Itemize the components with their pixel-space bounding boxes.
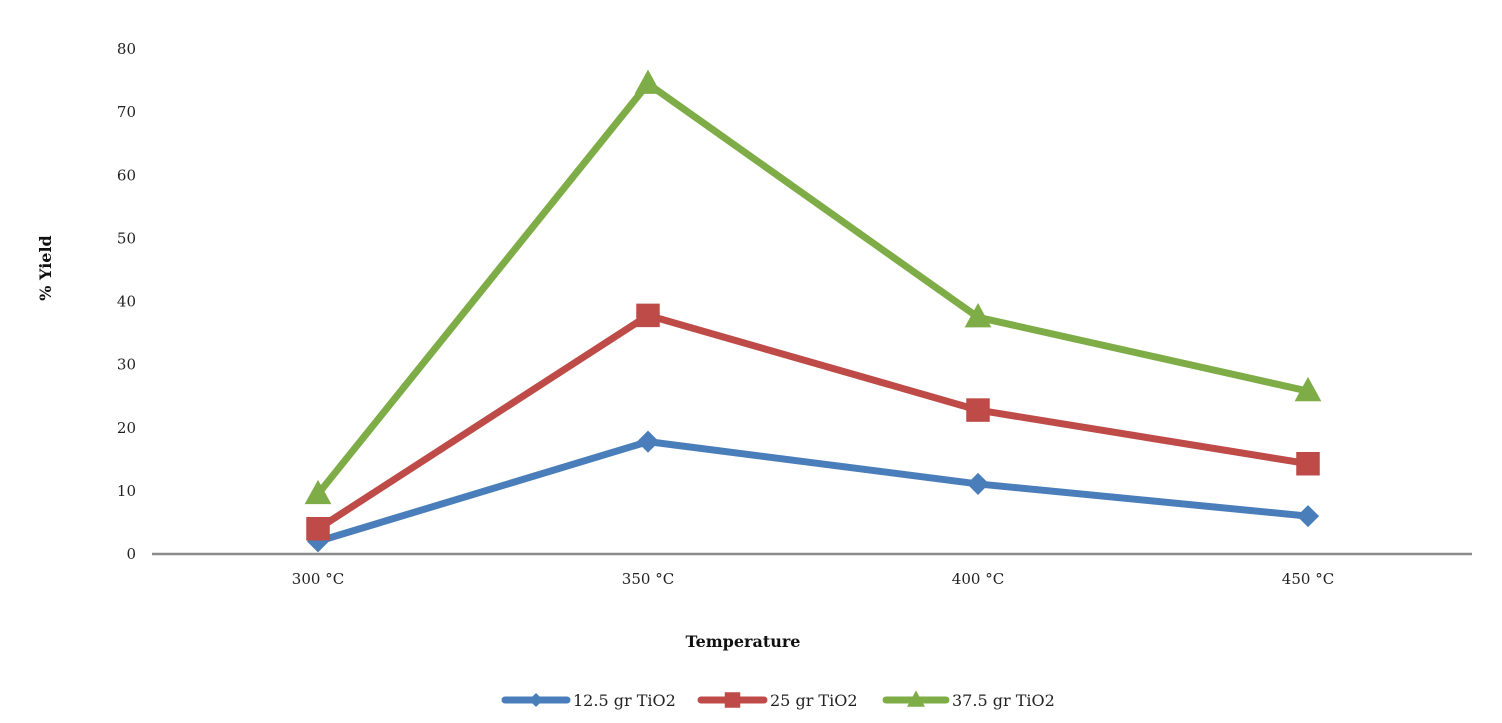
data-point-marker bbox=[1294, 376, 1322, 402]
series-line bbox=[314, 80, 1312, 498]
legend-label: 25 gr TiO2 bbox=[770, 691, 858, 710]
y-tick-label: 70 bbox=[117, 103, 136, 121]
x-axis-title: Temperature bbox=[686, 632, 801, 651]
legend-label: 37.5 gr TiO2 bbox=[952, 691, 1055, 710]
data-point-marker bbox=[964, 303, 992, 328]
series-3 bbox=[304, 69, 1322, 505]
y-tick-label: 0 bbox=[126, 545, 136, 563]
data-point-marker bbox=[1296, 505, 1320, 528]
legend-item: 25 gr TiO2 bbox=[697, 691, 858, 710]
y-tick-label: 80 bbox=[117, 40, 136, 58]
x-tick-label: 450 °C bbox=[1282, 570, 1334, 588]
data-point-marker bbox=[636, 430, 660, 453]
legend-item: 12.5 gr TiO2 bbox=[501, 691, 676, 710]
x-tick-label: 400 °C bbox=[952, 570, 1004, 588]
series-line bbox=[314, 311, 1312, 533]
y-tick-label: 10 bbox=[117, 482, 136, 500]
data-point-marker bbox=[636, 303, 660, 328]
x-axis-ticks: 300 °C 350 °C 400 °C 450 °C bbox=[292, 570, 1334, 588]
y-tick-label: 60 bbox=[117, 166, 136, 184]
data-point-marker bbox=[634, 69, 662, 94]
legend-label: 12.5 gr TiO2 bbox=[573, 691, 676, 710]
legend-swatch-marker bbox=[724, 692, 741, 708]
data-point-marker bbox=[304, 479, 332, 505]
x-tick-label: 350 °C bbox=[622, 570, 674, 588]
legend: 12.5 gr TiO2 25 gr TiO2 37.5 gr TiO2 bbox=[501, 690, 1055, 710]
y-tick-label: 50 bbox=[117, 229, 136, 247]
data-point-marker bbox=[306, 517, 330, 541]
y-axis-title: % Yield bbox=[36, 235, 55, 300]
legend-swatch-marker bbox=[528, 692, 544, 708]
series-1 bbox=[306, 430, 1320, 553]
series-line bbox=[314, 438, 1312, 545]
series-lines bbox=[304, 69, 1322, 553]
x-tick-label: 300 °C bbox=[292, 570, 344, 588]
data-point-marker bbox=[966, 398, 990, 422]
legend-item: 37.5 gr TiO2 bbox=[882, 690, 1055, 710]
y-axis-ticks: 0 10 20 30 40 50 60 70 80 bbox=[117, 40, 136, 563]
y-tick-label: 30 bbox=[117, 356, 136, 374]
legend-swatch-marker bbox=[907, 690, 925, 707]
data-point-marker bbox=[966, 472, 990, 495]
series-2 bbox=[306, 303, 1320, 541]
y-tick-label: 20 bbox=[117, 419, 136, 437]
data-point-marker bbox=[1296, 451, 1320, 476]
y-tick-label: 40 bbox=[117, 293, 136, 311]
